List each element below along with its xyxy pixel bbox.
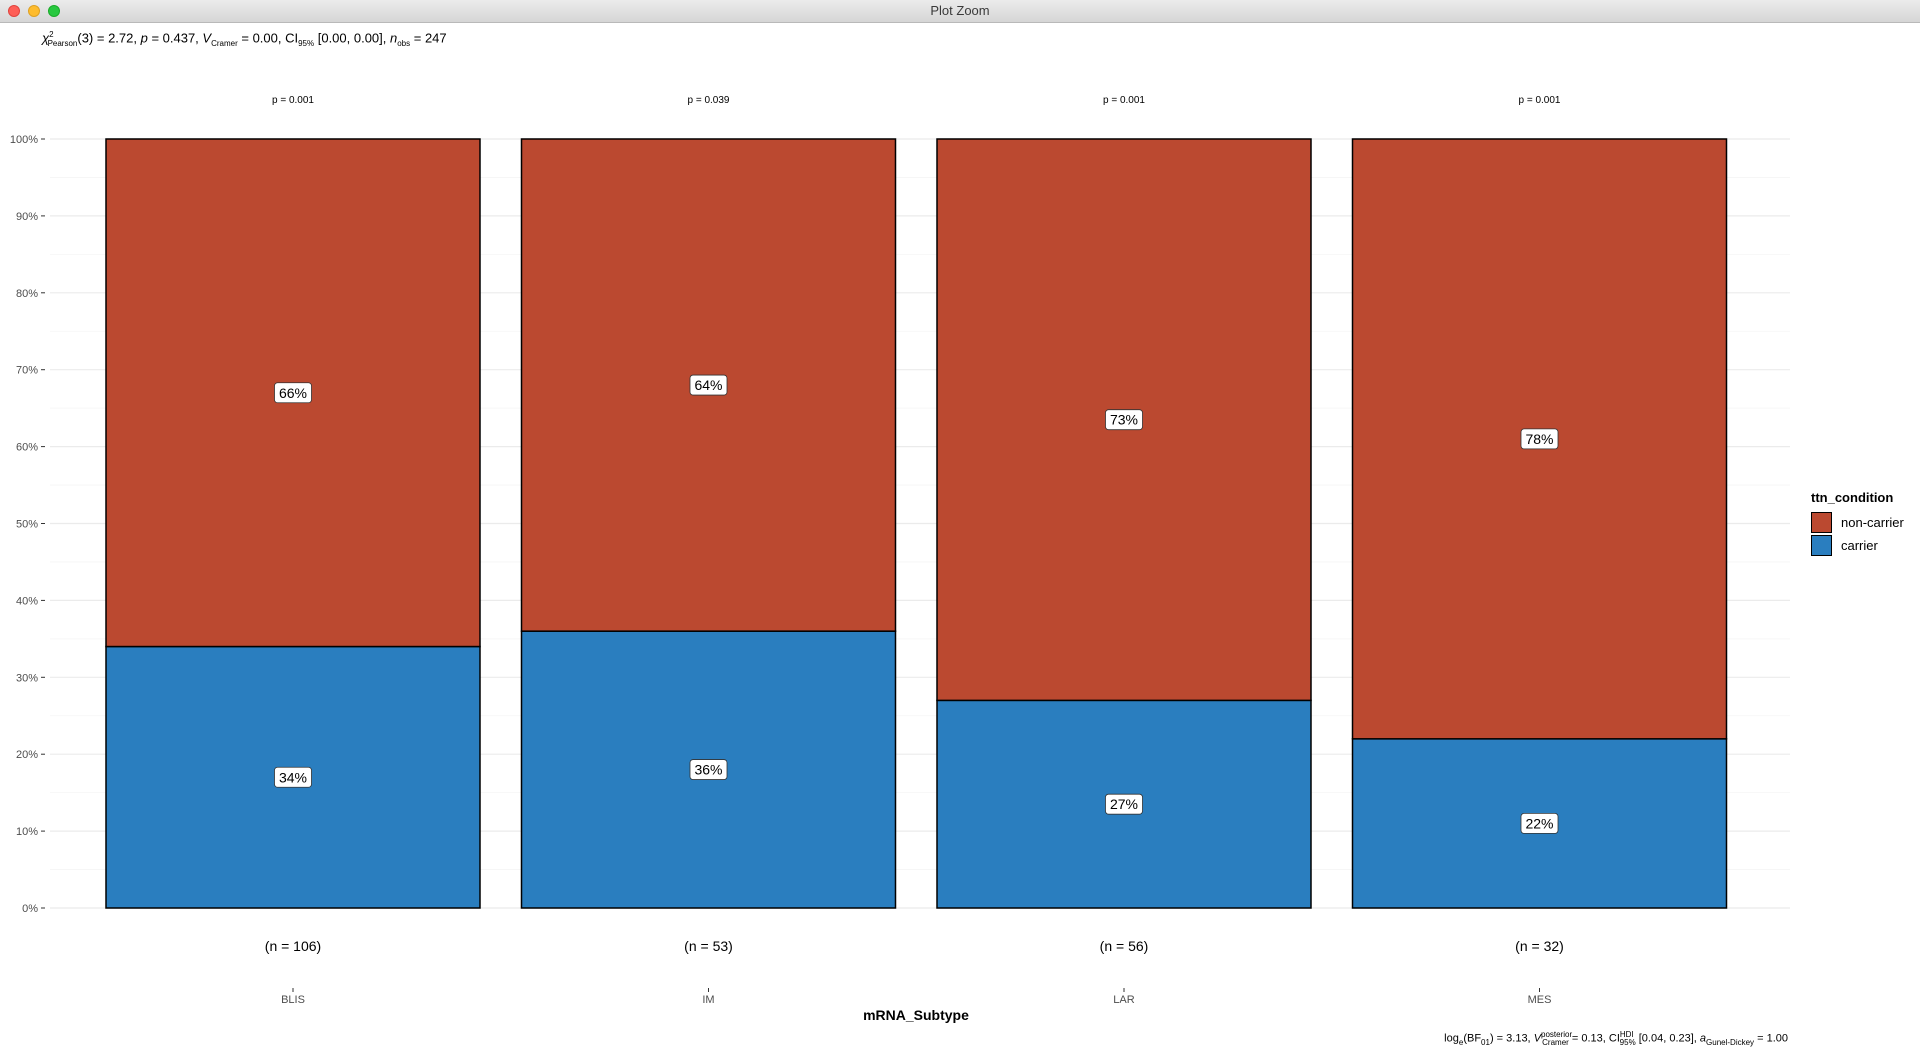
data-label-box (274, 382, 312, 404)
y-tick-label: 0% (22, 903, 38, 915)
x-tick-label: IM (702, 994, 714, 1006)
y-tick-label: 10% (16, 826, 38, 838)
data-label-box (1105, 409, 1143, 431)
legend-swatch (1811, 535, 1832, 556)
data-label: 64% (694, 377, 722, 393)
y-tick-label: 40% (16, 595, 38, 607)
data-label: 27% (1110, 796, 1138, 812)
data-label-box (689, 759, 728, 780)
y-tick-label: 70% (16, 365, 38, 377)
data-label: 73% (1110, 412, 1138, 428)
count-label: (n = 32) (1515, 938, 1564, 954)
y-tick-label: 90% (16, 211, 38, 223)
data-label: 36% (694, 762, 722, 778)
zoom-window-button[interactable] (48, 5, 60, 17)
legend-label: carrier (1841, 538, 1878, 553)
x-tick-label: MES (1528, 994, 1552, 1006)
chart-caption: loge(BF01) = 3.13, VposteriorCramer = 0.… (1444, 1030, 1788, 1047)
data-labels: 34% 66% p = 0.001 (n = 106) 36% 64% p = 0.039 (… (265, 95, 1564, 954)
data-label: 22% (1525, 815, 1553, 831)
data-label-box (1105, 793, 1143, 815)
window-titlebar: Plot Zoom (0, 0, 1920, 23)
data-label-box (274, 766, 312, 788)
x-tick-label: BLIS (281, 994, 305, 1006)
p-value-label: p = 0.039 (688, 95, 730, 106)
y-tick-label: 80% (16, 288, 38, 300)
legend-swatch (1811, 512, 1832, 533)
y-tick-label: 100% (10, 134, 38, 146)
p-value-label: p = 0.001 (1103, 95, 1145, 106)
axes: 0% 10% 20% 30% 40% 50% 60% 70% 80% 90% 100% BLIS IM L… (10, 134, 1552, 1006)
window-title: Plot Zoom (930, 3, 990, 18)
data-label: 78% (1525, 431, 1553, 447)
legend-label: non-carrier (1841, 515, 1904, 530)
p-value-label: p = 0.001 (1519, 95, 1561, 106)
data-label-box (1520, 428, 1559, 450)
y-tick-label: 50% (16, 519, 38, 531)
x-tick-label: LAR (1113, 994, 1134, 1006)
y-tick-label: 60% (16, 442, 38, 454)
close-window-button[interactable] (8, 5, 20, 17)
y-tick-label: 30% (16, 672, 38, 684)
count-label: (n = 56) (1100, 938, 1149, 954)
data-label-box (1520, 813, 1559, 834)
y-tick-label: 20% (16, 749, 38, 761)
p-value-label: p = 0.001 (272, 95, 314, 106)
legend-title: ttn_condition (1811, 490, 1894, 505)
count-label: (n = 106) (265, 938, 321, 954)
data-label: 66% (279, 385, 307, 401)
chart-subtitle: χ2Pearson(3) = 2.72, p = 0.437, VCramer … (42, 30, 447, 48)
data-label-box (689, 374, 728, 396)
data-label: 34% (279, 769, 307, 785)
minimize-window-button[interactable] (28, 5, 40, 17)
count-label: (n = 53) (684, 938, 733, 954)
x-axis-title: mRNA_Subtype (863, 1007, 969, 1023)
